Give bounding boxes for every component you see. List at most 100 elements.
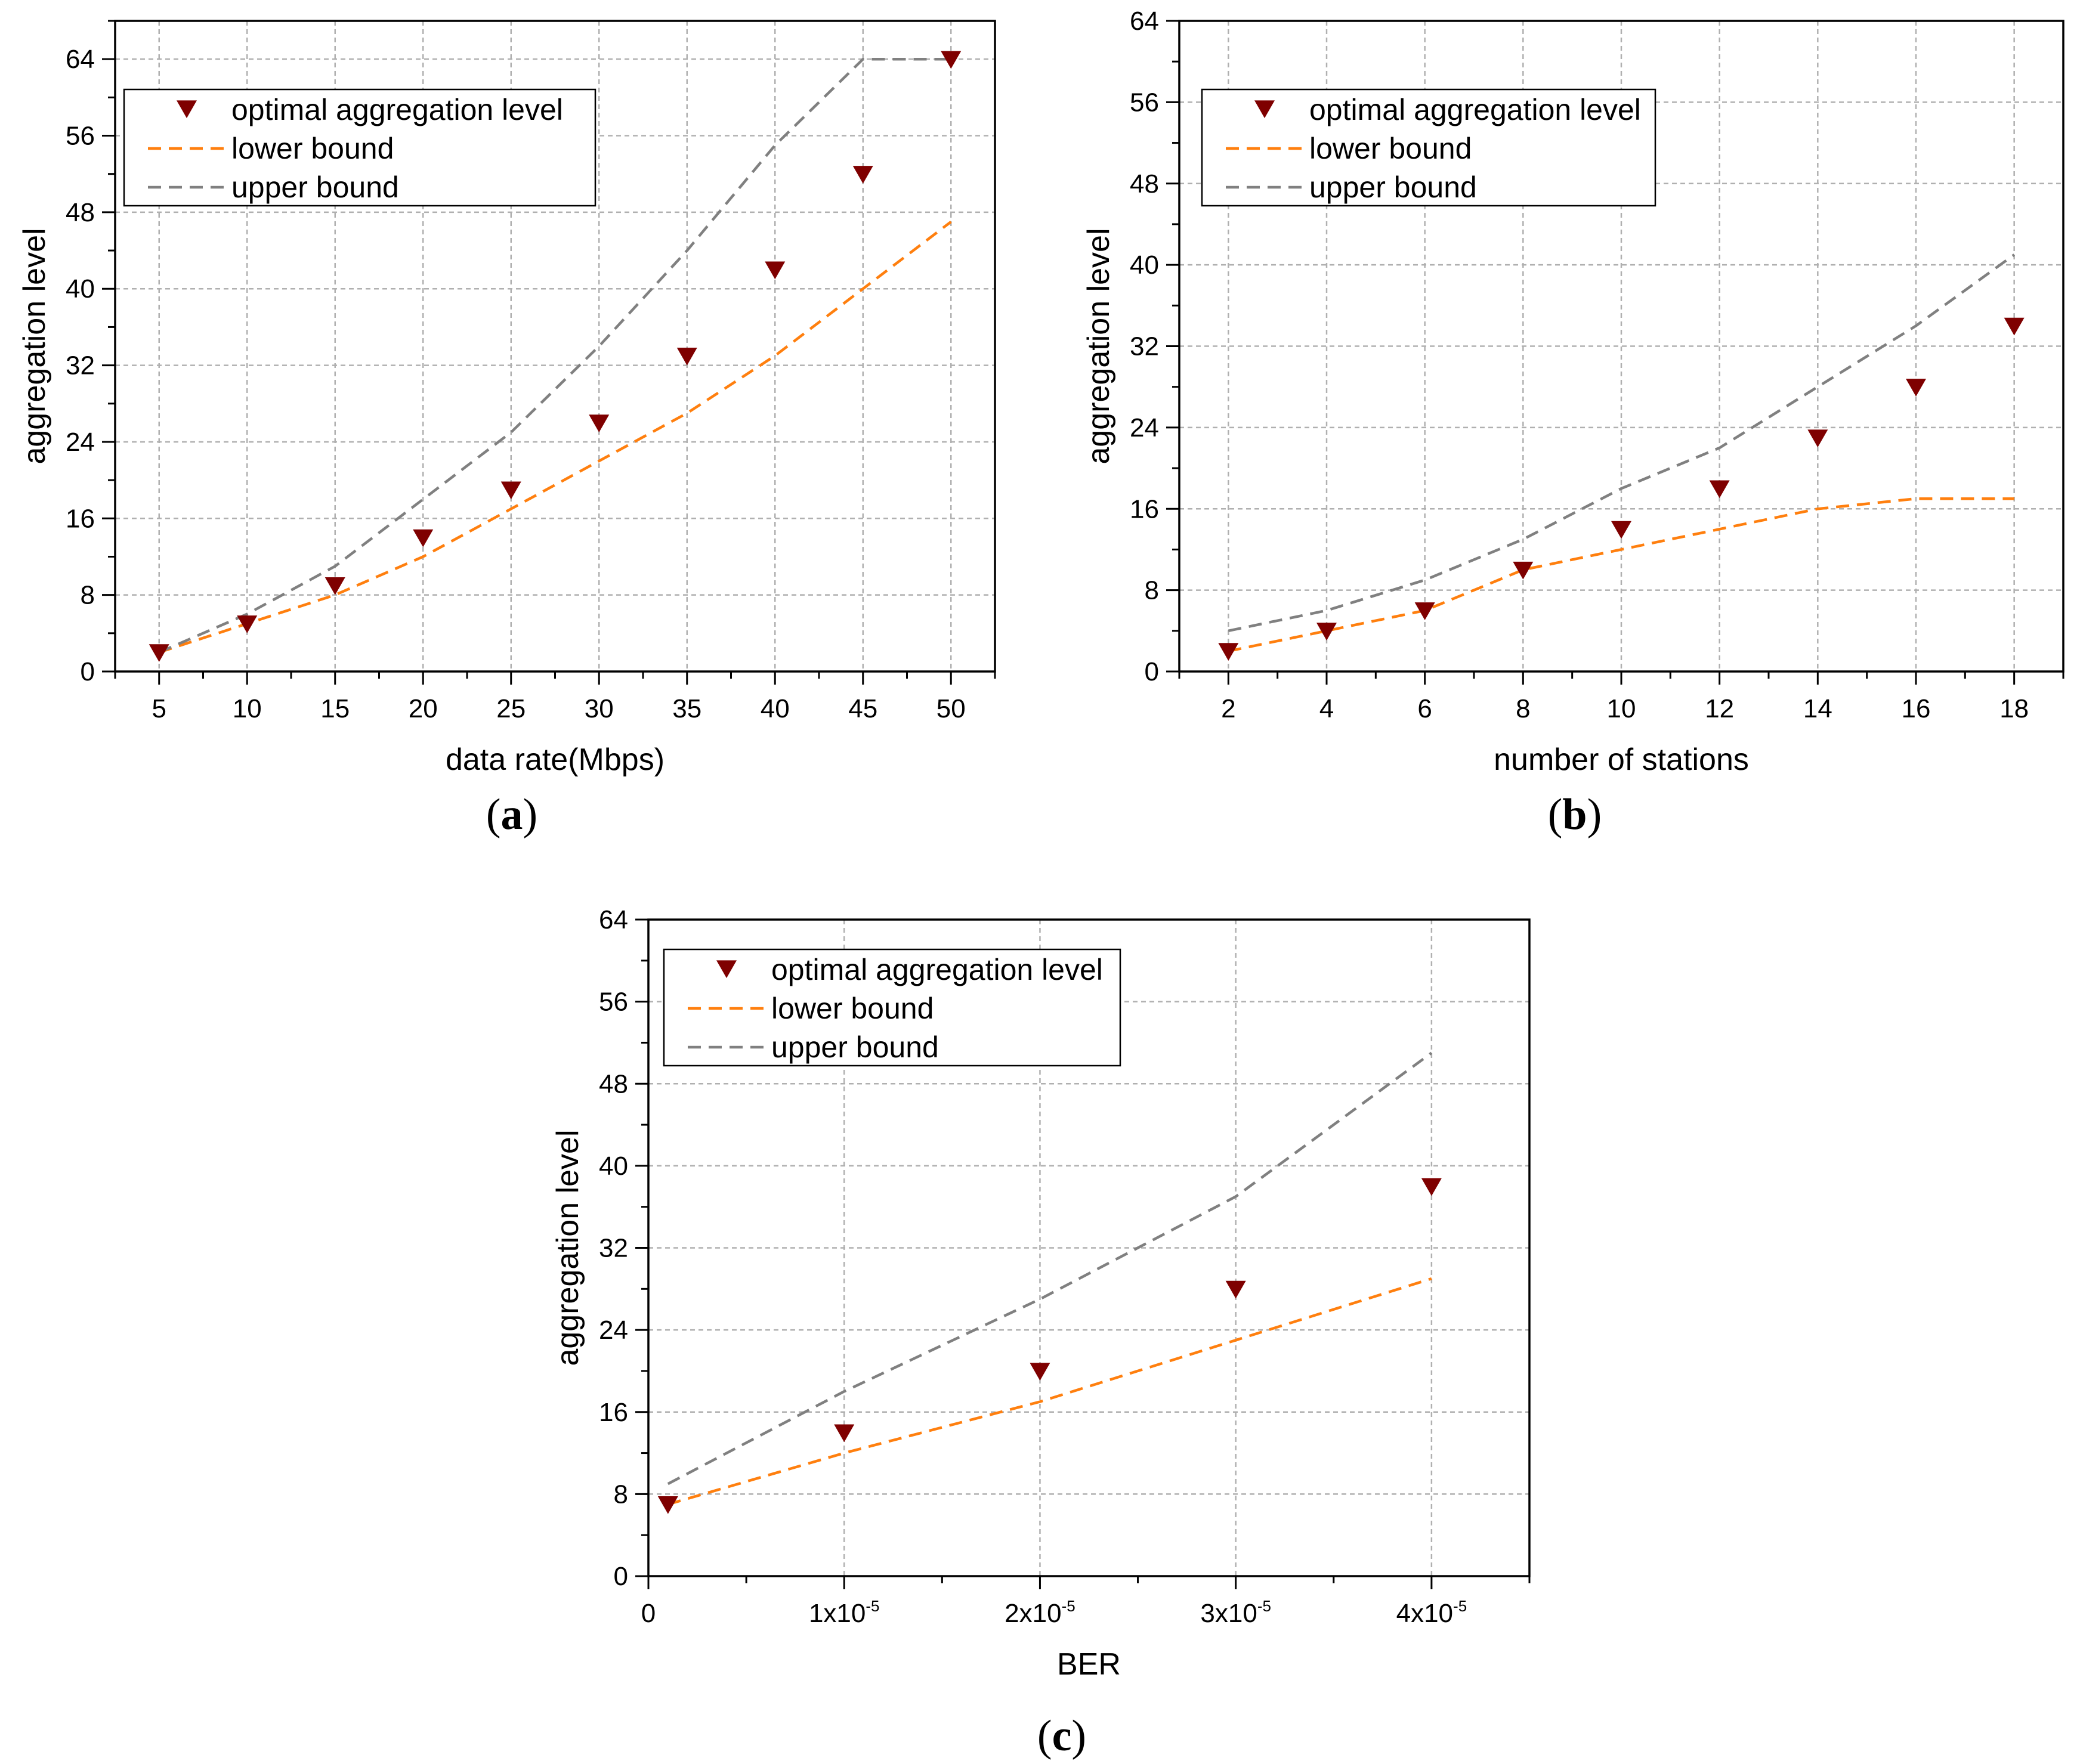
x-tick-label: 6 xyxy=(1417,694,1432,723)
y-tick-label: 16 xyxy=(1130,494,1159,524)
x-tick-label: 3x10-5 xyxy=(1200,1597,1271,1628)
x-axis-title: BER xyxy=(1057,1647,1121,1682)
upper-bound-line xyxy=(667,1051,1433,1486)
series-group xyxy=(158,57,952,654)
y-axis-title: aggregation level xyxy=(1081,228,1116,464)
optimal-point xyxy=(1414,602,1435,620)
legend: optimal aggregation level lower bound uppe… xyxy=(1201,88,1656,207)
legend-label: upper bound xyxy=(231,171,399,204)
legend-label: upper bound xyxy=(771,1030,939,1064)
x-tick-label: 20 xyxy=(409,694,438,723)
x-tick-label: 35 xyxy=(672,694,701,723)
panel-a: 0 8 16 24 32 40 48 56 64 5 10 15 20 25 30 35 40 45 50 data … xyxy=(17,20,996,839)
axis-ticks xyxy=(102,20,996,685)
y-tick-label: 40 xyxy=(599,1152,628,1181)
y-tick-label: 64 xyxy=(66,45,95,74)
optimal-point xyxy=(237,615,258,633)
y-tick-label: 8 xyxy=(1145,576,1159,605)
x-tick-label: 4 xyxy=(1319,694,1334,723)
optimal-point xyxy=(1316,623,1337,640)
panel-caption: (a) xyxy=(486,790,537,839)
legend-label: optimal aggregation level xyxy=(771,953,1103,986)
legend-marker-optimal xyxy=(177,100,197,119)
x-tick-label: 16 xyxy=(1902,694,1931,723)
x-tick-label: 10 xyxy=(233,694,262,723)
x-tick-label: 40 xyxy=(761,694,790,723)
optimal-point xyxy=(765,261,786,280)
y-tick-label: 24 xyxy=(66,428,95,457)
optimal-point xyxy=(500,481,521,500)
y-tick-label: 8 xyxy=(614,1480,628,1509)
y-tick-label: 48 xyxy=(66,198,95,227)
x-tick-label: 2 xyxy=(1221,694,1235,723)
y-tick-label: 48 xyxy=(599,1069,628,1098)
axis-ticks xyxy=(635,918,1531,1589)
upper-bound-line xyxy=(1228,253,2016,633)
optimal-point xyxy=(676,347,697,366)
y-tick-label: 32 xyxy=(66,351,95,380)
y-tick-label: 0 xyxy=(81,657,95,686)
x-tick-label: 18 xyxy=(1999,694,2029,723)
optimal-point xyxy=(1709,480,1730,499)
legend-label: lower bound xyxy=(1309,132,1472,165)
axis-ticks xyxy=(1166,20,2064,685)
optimal-point xyxy=(852,166,873,184)
optimal-point xyxy=(1218,643,1239,661)
optimal-point xyxy=(589,414,610,433)
y-tick-label: 24 xyxy=(1130,413,1159,442)
legend: optimal aggregation level lower bound uppe… xyxy=(663,948,1121,1067)
y-tick-label: 48 xyxy=(1130,169,1159,199)
y-axis-title: aggregation level xyxy=(17,228,52,464)
series-group xyxy=(1228,253,2016,653)
x-tick-label: 12 xyxy=(1705,694,1734,723)
y-tick-label: 40 xyxy=(66,274,95,304)
y-tick-label: 32 xyxy=(599,1234,628,1263)
y-tick-label: 16 xyxy=(66,504,95,533)
y-tick-label: 16 xyxy=(599,1398,628,1427)
optimal-point xyxy=(1225,1280,1246,1299)
legend: optimal aggregation level lower bound uppe… xyxy=(123,88,597,207)
optimal-point xyxy=(1906,379,1926,397)
optimal-point xyxy=(149,644,169,663)
x-tick-label: 45 xyxy=(848,694,877,723)
x-tick-label: 4x10-5 xyxy=(1396,1597,1467,1628)
legend-label: lower bound xyxy=(231,132,394,165)
x-tick-label: 25 xyxy=(496,694,526,723)
x-axis-title: number of stations xyxy=(1494,742,1749,777)
x-tick-label: 10 xyxy=(1607,694,1636,723)
optimal-point xyxy=(413,529,434,547)
legend-label: optimal aggregation level xyxy=(1309,93,1641,126)
optimal-point xyxy=(1513,561,1534,580)
y-tick-label: 56 xyxy=(66,122,95,151)
optimal-point xyxy=(1030,1363,1050,1381)
lower-bound-line xyxy=(1228,497,2014,653)
optimal-point xyxy=(1611,521,1631,539)
x-tick-label: 15 xyxy=(320,694,350,723)
y-axis-title: aggregation level xyxy=(551,1129,585,1366)
lower-bound-line xyxy=(159,221,952,654)
series-group xyxy=(667,1051,1433,1506)
x-tick-label: 8 xyxy=(1516,694,1530,723)
x-tick-label: 5 xyxy=(152,694,166,723)
x-axis-title: data rate(Mbps) xyxy=(446,742,665,777)
optimal-point xyxy=(834,1424,855,1443)
x-tick-label: 2x10-5 xyxy=(1005,1597,1075,1628)
legend-label: upper bound xyxy=(1309,171,1477,204)
legend-label: lower bound xyxy=(771,992,934,1025)
optimal-point xyxy=(2004,317,2025,336)
y-tick-label: 8 xyxy=(81,581,95,610)
x-tick-label: 1x10-5 xyxy=(809,1597,880,1628)
optimal-point xyxy=(324,577,345,595)
panel-caption: (b) xyxy=(1548,790,1602,839)
x-tick-label: 14 xyxy=(1803,694,1832,723)
panel-caption: (c) xyxy=(1037,1712,1086,1760)
x-tick-label: 50 xyxy=(937,694,966,723)
y-tick-label: 0 xyxy=(614,1562,628,1591)
optimal-point xyxy=(941,51,962,69)
legend-marker-optimal xyxy=(716,960,737,979)
optimal-point xyxy=(1421,1178,1442,1196)
y-tick-label: 64 xyxy=(599,905,628,934)
legend-marker-optimal xyxy=(1254,100,1275,119)
